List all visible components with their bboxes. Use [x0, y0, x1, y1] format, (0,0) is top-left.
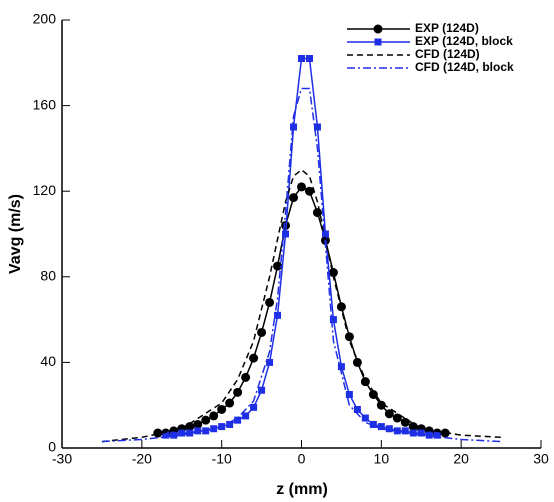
- data-point: [369, 420, 377, 428]
- data-point: [304, 186, 314, 196]
- legend-marker: [373, 24, 383, 34]
- y-tick-label: 120: [33, 182, 57, 198]
- data-point: [417, 429, 425, 437]
- data-point: [377, 423, 385, 431]
- data-point: [305, 55, 313, 63]
- data-point: [249, 353, 259, 363]
- data-point: [376, 400, 386, 410]
- x-tick-label: -20: [132, 451, 152, 467]
- data-point: [400, 417, 410, 427]
- data-point: [313, 123, 321, 131]
- data-point: [401, 427, 409, 435]
- data-point: [409, 429, 417, 437]
- data-point: [202, 427, 210, 435]
- data-point: [201, 415, 211, 425]
- x-axis-label: z (mm): [276, 481, 328, 498]
- y-tick-label: 0: [48, 439, 56, 455]
- data-point: [209, 411, 219, 421]
- data-point: [384, 409, 394, 419]
- data-point: [266, 358, 274, 366]
- data-point: [193, 419, 203, 429]
- legend-label: CFD (124D): [415, 47, 480, 61]
- data-point: [352, 357, 362, 367]
- data-point: [289, 193, 299, 203]
- data-point: [186, 429, 194, 437]
- y-tick-label: 40: [40, 353, 56, 369]
- data-point: [328, 268, 338, 278]
- legend-marker: [374, 38, 382, 46]
- data-point: [345, 391, 353, 398]
- x-tick-label: -30: [52, 451, 72, 467]
- data-point: [282, 230, 290, 238]
- series-line: [165, 57, 438, 436]
- data-point: [218, 423, 226, 431]
- data-point: [425, 431, 433, 439]
- data-point: [329, 316, 337, 324]
- data-point: [408, 422, 418, 432]
- legend-label: EXP (124D): [415, 21, 479, 35]
- data-point: [360, 377, 370, 387]
- x-tick-label: -10: [212, 451, 232, 467]
- x-tick-label: 20: [453, 451, 469, 467]
- x-tick-label: 30: [533, 451, 549, 467]
- data-point: [361, 414, 369, 422]
- data-point: [385, 425, 393, 433]
- data-point: [226, 420, 234, 428]
- series-line: [101, 168, 502, 443]
- data-point: [344, 332, 354, 342]
- data-point: [162, 431, 170, 439]
- data-point: [321, 230, 329, 238]
- data-point: [250, 403, 258, 411]
- data-point: [170, 431, 178, 439]
- data-point: [368, 390, 378, 399]
- data-point: [153, 428, 163, 438]
- data-point: [297, 182, 306, 192]
- data-point: [241, 372, 251, 382]
- y-tick-label: 160: [33, 96, 57, 112]
- data-point: [392, 413, 402, 423]
- data-point: [178, 429, 186, 437]
- data-point: [353, 405, 361, 413]
- series-line: [157, 185, 446, 434]
- x-tick-label: 10: [374, 451, 390, 467]
- y-axis-label: Vavg (m/s): [7, 194, 24, 274]
- y-tick-label: 80: [40, 268, 56, 284]
- data-point: [273, 261, 283, 271]
- data-point: [290, 123, 298, 131]
- legend-label: CFD (124D, block: [415, 60, 514, 74]
- data-point: [225, 398, 235, 408]
- data-point: [258, 386, 266, 394]
- data-point: [433, 431, 441, 439]
- data-point: [298, 55, 305, 63]
- x-tick-label: 0: [298, 451, 306, 467]
- series-line: [101, 87, 502, 443]
- data-point: [337, 363, 345, 371]
- data-point: [233, 387, 243, 397]
- data-point: [185, 422, 195, 432]
- data-point: [242, 412, 250, 420]
- data-point: [217, 404, 227, 414]
- data-point: [194, 427, 202, 435]
- legend-label: EXP (124D, block: [415, 34, 513, 48]
- data-point: [234, 416, 242, 424]
- data-point: [265, 297, 275, 307]
- data-point: [274, 311, 282, 319]
- data-point: [257, 327, 267, 337]
- data-point: [312, 208, 322, 218]
- y-tick-label: 200: [33, 11, 57, 27]
